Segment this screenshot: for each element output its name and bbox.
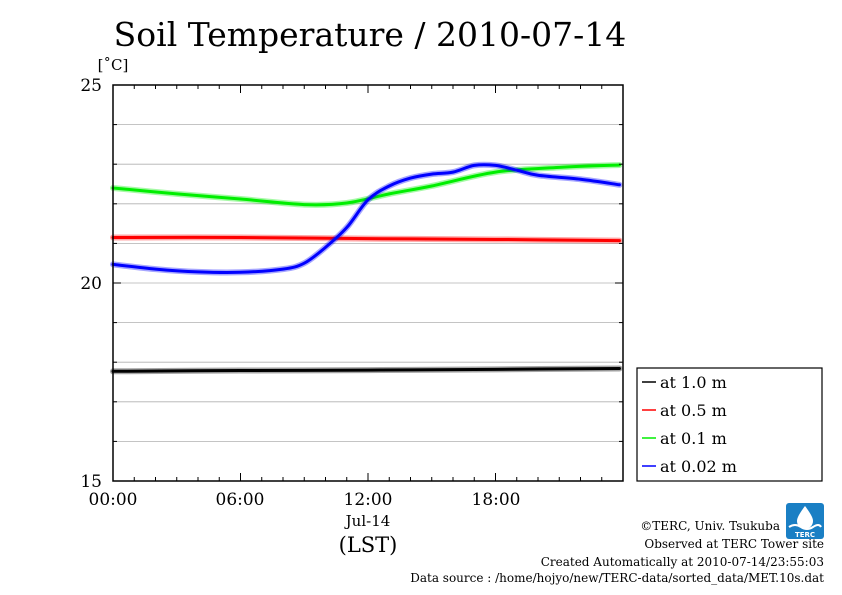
grid-lines — [113, 124, 623, 442]
series-line-0 — [111, 367, 621, 373]
x-tick-label-0000: 00:00 — [89, 490, 138, 510]
y-tick-label-15: 15 — [80, 472, 102, 492]
credit-created: Created Automatically at 2010-07-14/23:5… — [541, 555, 824, 569]
credit-source: Data source : /home/hojyo/new/TERC-data/… — [410, 571, 824, 585]
legend-item-002m: at 0.02 m — [642, 457, 737, 476]
legend-item-1m: at 1.0 m — [642, 373, 727, 392]
legend-label-01m: at 0.1 m — [660, 429, 727, 448]
legend-label-05m: at 0.5 m — [660, 401, 727, 420]
legend-item-01m: at 0.1 m — [642, 429, 727, 448]
x-date-label: Jul-14 — [344, 512, 391, 530]
y-axis-unit-label: [˚C] — [98, 56, 129, 74]
x-axis-label: (LST) — [339, 533, 398, 557]
axis-ticks — [112, 84, 624, 482]
series-line-1 — [111, 235, 621, 243]
series-layer — [110, 161, 623, 375]
x-tick-label-1200: 12:00 — [344, 490, 393, 510]
y-tick-label-20: 20 — [80, 274, 102, 294]
credit-copyright: ©TERC, Univ. Tsukuba — [640, 519, 780, 533]
x-tick-label-1800: 18:00 — [472, 490, 521, 510]
y-tick-label-25: 25 — [80, 76, 102, 96]
legend-item-05m: at 0.5 m — [642, 401, 727, 420]
chart-title: Soil Temperature / 2010-07-14 — [114, 15, 627, 54]
credit-site: Observed at TERC Tower site — [644, 537, 824, 551]
legend-label-1m: at 1.0 m — [660, 373, 727, 392]
legend: at 1.0 m at 0.5 m at 0.1 m at 0.02 m — [636, 367, 823, 482]
legend-label-002m: at 0.02 m — [660, 457, 737, 476]
terc-logo: TERC — [786, 503, 824, 539]
series-line-3 — [111, 163, 621, 275]
series-halo-3 — [110, 161, 623, 276]
terc-logo-text: TERC — [795, 531, 815, 539]
x-tick-label-0600: 06:00 — [216, 490, 265, 510]
legend-box — [636, 367, 823, 482]
